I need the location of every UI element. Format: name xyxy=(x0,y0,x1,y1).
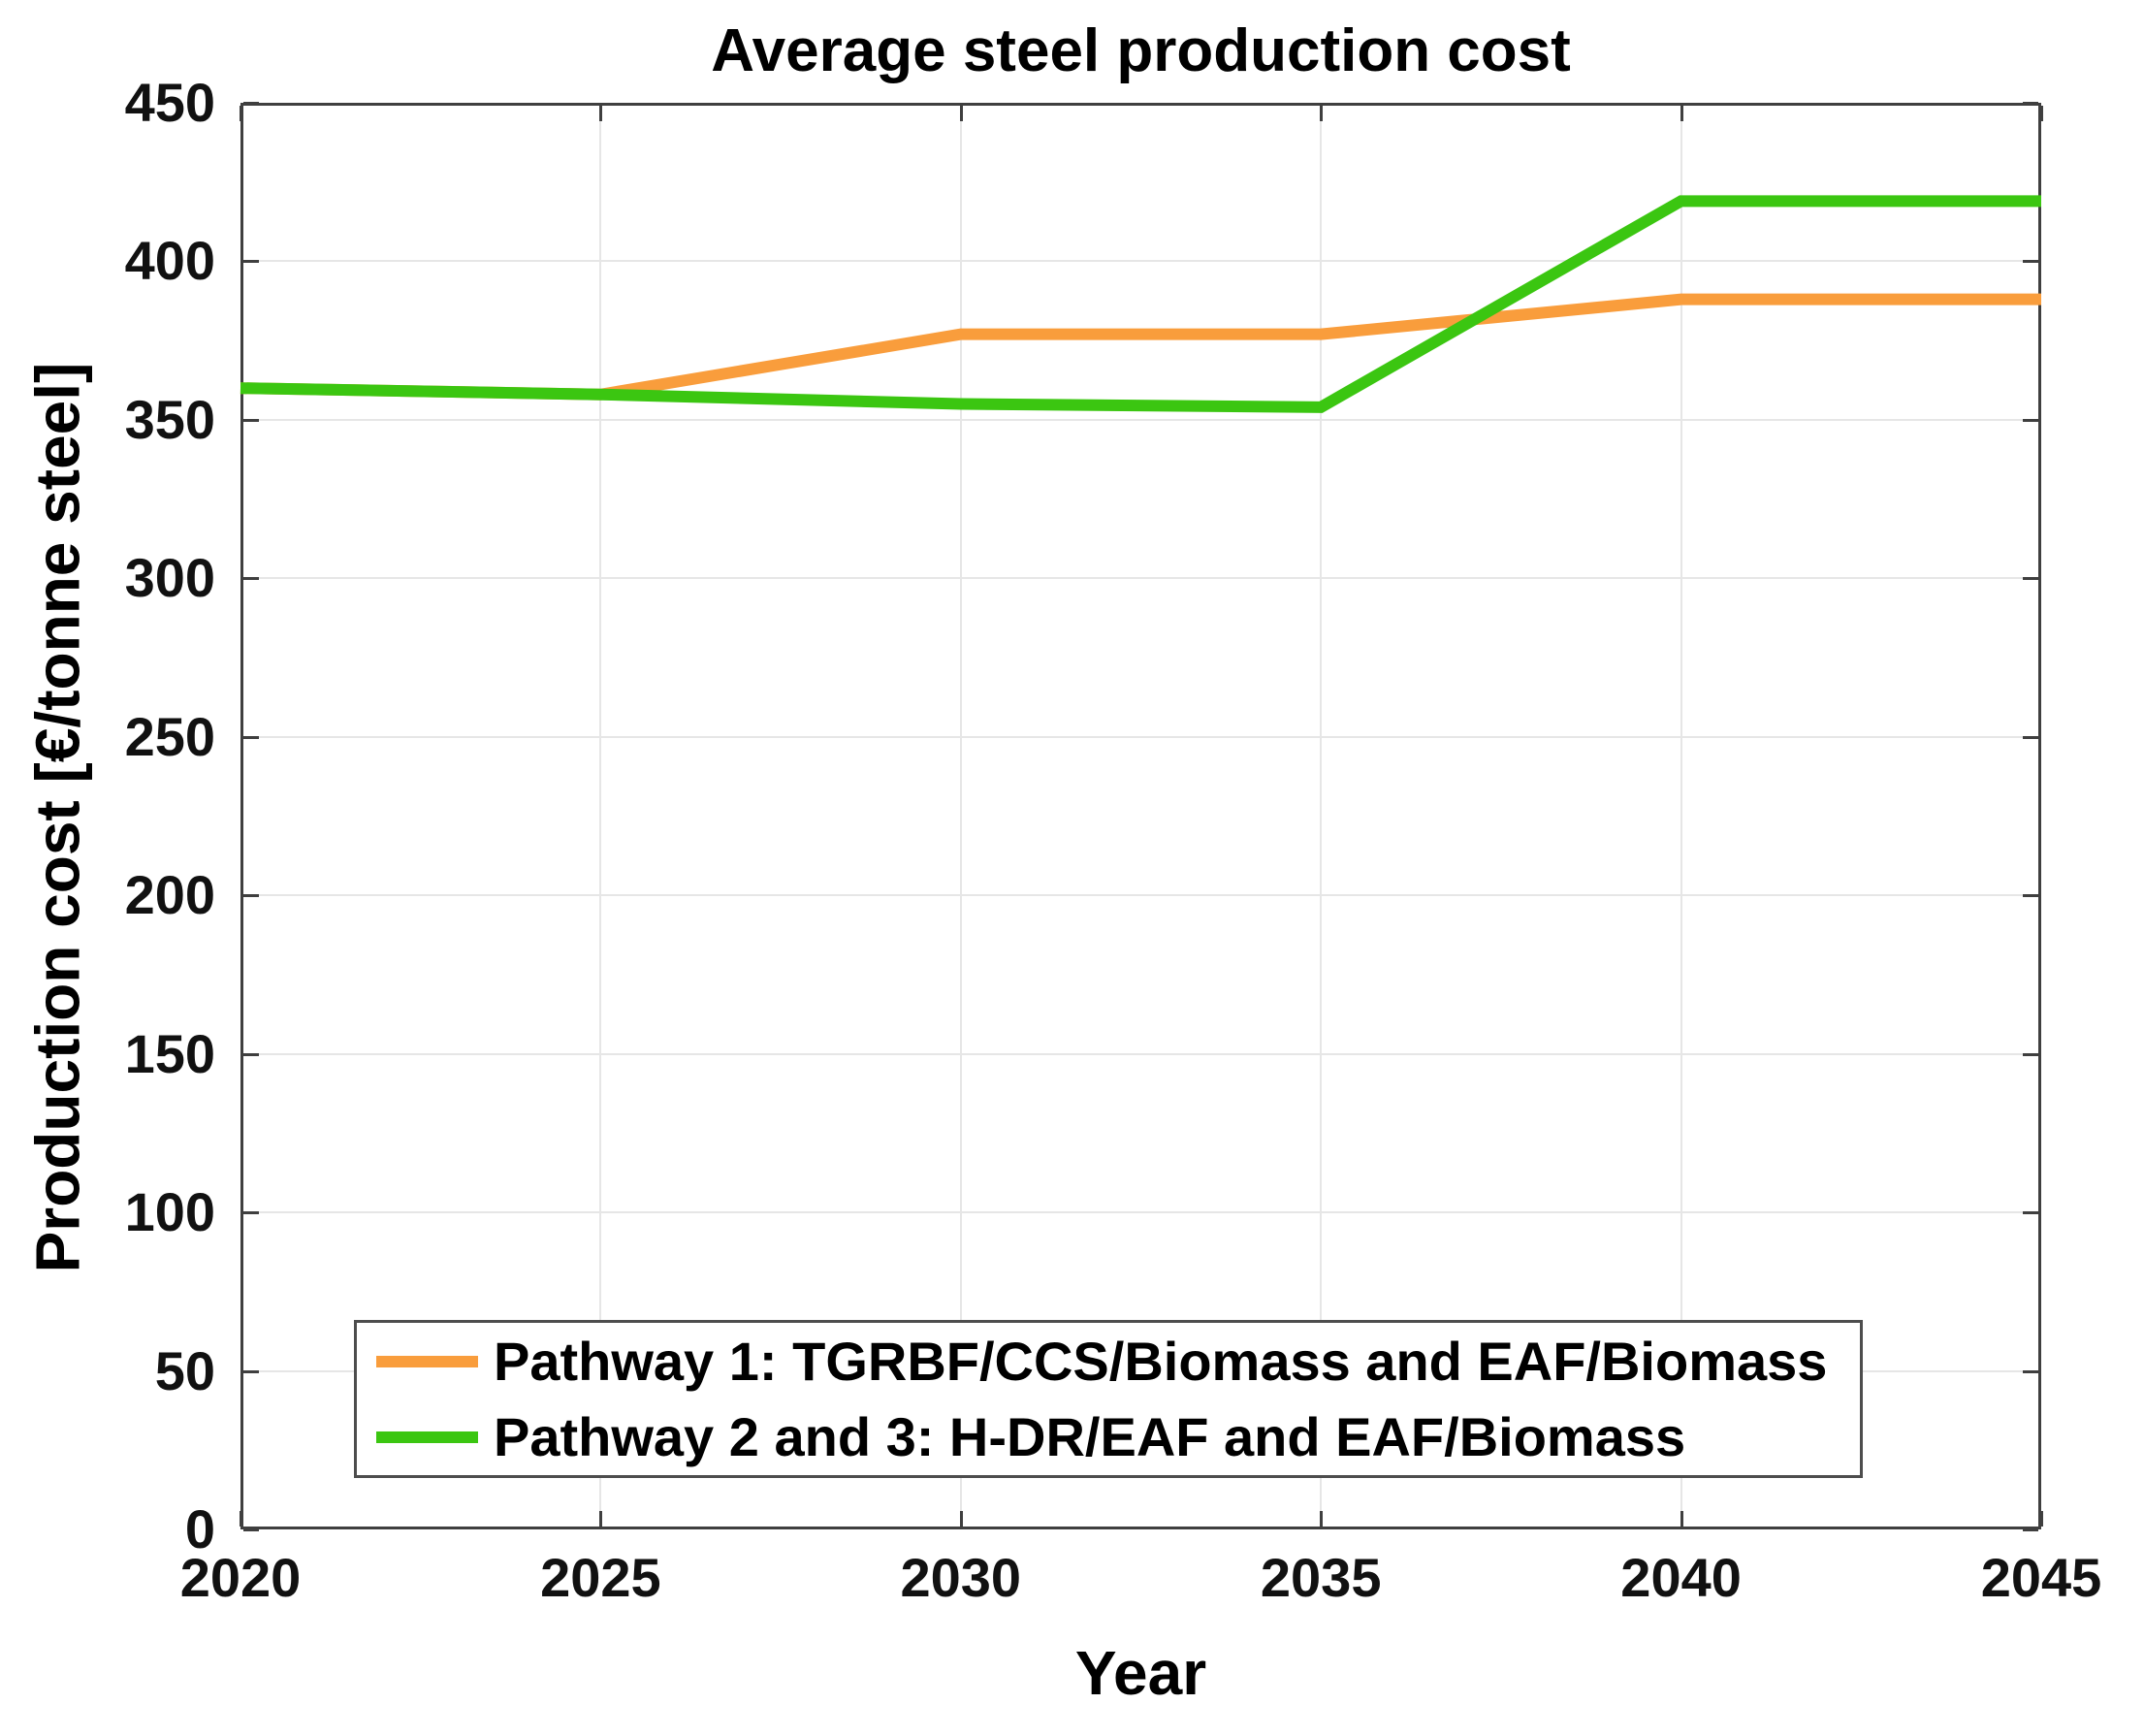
gridline-y-250 xyxy=(243,735,2038,738)
y-tick-right-450 xyxy=(2023,102,2038,105)
x-tick-top-2035 xyxy=(1320,106,1324,121)
y-tick-right-0 xyxy=(2023,1528,2038,1531)
y-tick-left-450 xyxy=(243,102,259,105)
x-axis-label: Year xyxy=(1074,1638,1207,1708)
y-axis-label: Production cost [€/tonne steel] xyxy=(22,362,93,1273)
y-tick-label-300: 300 xyxy=(124,547,215,609)
series-line-2 xyxy=(240,195,2041,413)
x-tick-bottom-2035 xyxy=(1320,1511,1324,1527)
y-tick-label-150: 150 xyxy=(124,1022,215,1084)
x-tick-label-2040: 2040 xyxy=(1620,1547,1742,1608)
plot-area xyxy=(240,102,2043,1531)
legend-label-2: Pathway 2 and 3: H-DR/EAF and EAF/Biomas… xyxy=(494,1405,1686,1467)
x-tick-bottom-2025 xyxy=(599,1511,603,1527)
legend-label-1: Pathway 1: TGRBF/CCS/Biomass and EAF/Bio… xyxy=(494,1330,1828,1392)
legend-row-1: Pathway 1: TGRBF/CCS/Biomass and EAF/Bio… xyxy=(376,1330,1828,1392)
y-tick-label-250: 250 xyxy=(124,705,215,767)
y-tick-left-300 xyxy=(243,577,259,581)
y-tick-left-350 xyxy=(243,418,259,422)
gridline-x-2030 xyxy=(959,106,962,1527)
y-tick-label-450: 450 xyxy=(124,72,215,133)
x-tick-label-2045: 2045 xyxy=(1980,1547,2102,1608)
y-tick-right-400 xyxy=(2023,260,2038,264)
y-tick-left-150 xyxy=(243,1052,259,1056)
y-tick-right-100 xyxy=(2023,1211,2038,1215)
gridline-y-150 xyxy=(243,1052,2038,1055)
x-tick-top-2020 xyxy=(240,106,242,121)
x-tick-label-2030: 2030 xyxy=(900,1547,1022,1608)
y-tick-right-350 xyxy=(2023,418,2038,422)
y-tick-left-200 xyxy=(243,894,259,898)
y-tick-right-50 xyxy=(2023,1369,2038,1373)
legend-row-2: Pathway 2 and 3: H-DR/EAF and EAF/Biomas… xyxy=(376,1405,1827,1467)
chart-title: Average steel production cost xyxy=(711,17,1571,84)
x-tick-top-2030 xyxy=(959,106,963,121)
legend-swatch-2 xyxy=(376,1431,478,1443)
gridline-x-2035 xyxy=(1320,106,1323,1527)
y-tick-left-0 xyxy=(243,1528,259,1531)
x-tick-bottom-2020 xyxy=(240,1511,242,1527)
y-tick-label-100: 100 xyxy=(124,1181,215,1243)
y-tick-right-250 xyxy=(2023,735,2038,739)
x-tick-top-2025 xyxy=(599,106,603,121)
x-tick-label-2020: 2020 xyxy=(179,1547,302,1608)
y-tick-left-250 xyxy=(243,735,259,739)
x-tick-top-2045 xyxy=(2040,106,2043,121)
gridline-x-2040 xyxy=(1680,106,1682,1527)
x-tick-bottom-2030 xyxy=(959,1511,963,1527)
gridline-y-300 xyxy=(243,577,2038,580)
y-tick-right-200 xyxy=(2023,894,2038,898)
x-tick-bottom-2045 xyxy=(2040,1511,2043,1527)
y-tick-right-300 xyxy=(2023,577,2038,581)
y-tick-label-350: 350 xyxy=(124,388,215,450)
gridline-y-100 xyxy=(243,1211,2038,1214)
y-tick-left-50 xyxy=(243,1369,259,1373)
y-tick-label-0: 0 xyxy=(184,1498,215,1559)
x-tick-top-2040 xyxy=(1680,106,1683,121)
y-tick-label-400: 400 xyxy=(124,230,215,292)
gridline-y-400 xyxy=(243,260,2038,263)
legend-swatch-1 xyxy=(376,1355,478,1367)
gridline-y-200 xyxy=(243,894,2038,897)
gridline-x-2025 xyxy=(599,106,602,1527)
series-line-1 xyxy=(240,293,2041,401)
gridline-y-350 xyxy=(243,418,2038,421)
x-tick-label-2035: 2035 xyxy=(1260,1547,1382,1608)
x-tick-bottom-2040 xyxy=(1680,1511,1683,1527)
y-tick-right-150 xyxy=(2023,1052,2038,1056)
y-tick-label-50: 50 xyxy=(154,1339,215,1401)
legend: Pathway 1: TGRBF/CCS/Biomass and EAF/Bio… xyxy=(354,1320,1864,1478)
y-tick-label-200: 200 xyxy=(124,864,215,926)
y-tick-left-100 xyxy=(243,1211,259,1215)
y-tick-left-400 xyxy=(243,260,259,264)
x-tick-label-2025: 2025 xyxy=(540,1547,661,1608)
